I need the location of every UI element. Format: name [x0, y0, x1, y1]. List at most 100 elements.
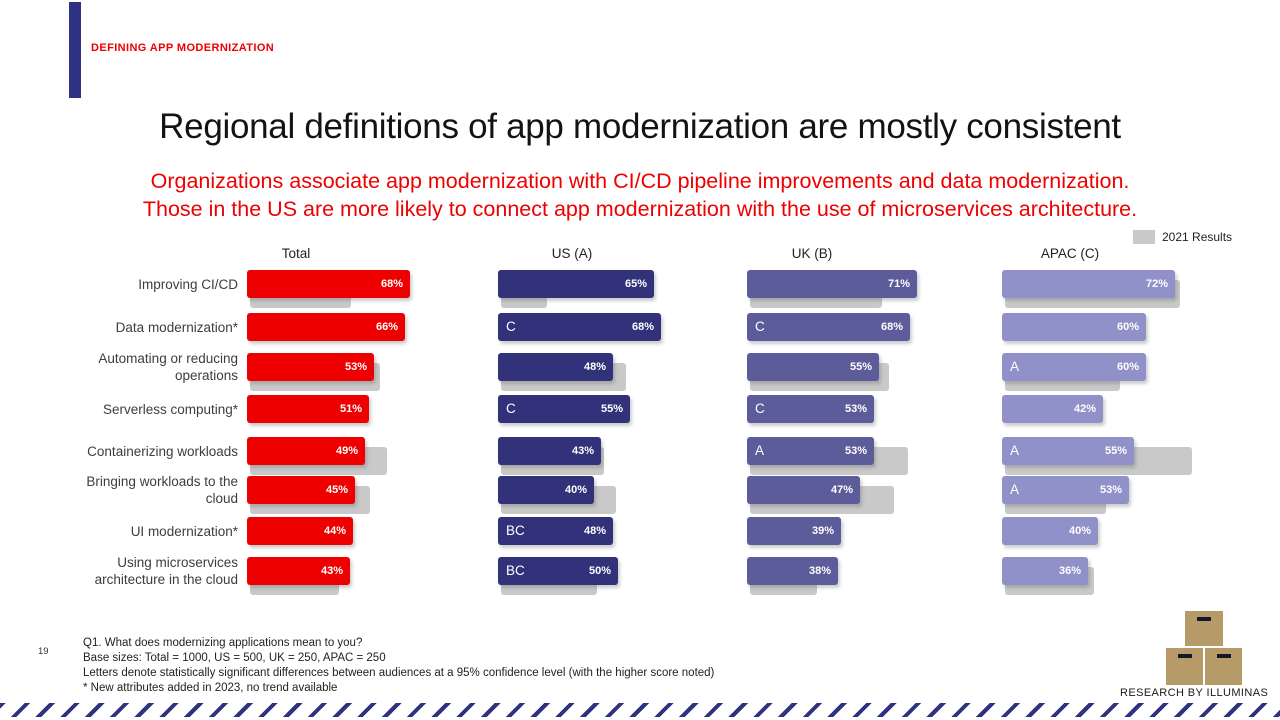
- significance-letter: C: [755, 319, 765, 334]
- bar-2023: 42%: [1002, 395, 1103, 423]
- box-dash-icon: [1177, 654, 1192, 658]
- bar-2023: 38%: [747, 557, 838, 585]
- bar-value-label: 60%: [1116, 361, 1139, 373]
- bar-2023: A 53%: [747, 437, 874, 465]
- bar-value-label: 40%: [1068, 525, 1091, 537]
- bar-value-label: 45%: [325, 484, 348, 496]
- category-label: UI modernization*: [130, 523, 238, 539]
- bar-2023: C 68%: [747, 313, 910, 341]
- bar-value-label: 65%: [624, 278, 647, 290]
- category-label: Using microservices architecture in the …: [94, 555, 238, 587]
- bar-2023: 53%: [247, 353, 374, 381]
- bar-2023: 51%: [247, 395, 369, 423]
- trend-legend: 2021 Results: [1133, 230, 1232, 244]
- category-label: Data modernization*: [115, 319, 238, 335]
- significance-letter: BC: [506, 563, 525, 578]
- box-icon-bottom-right: [1205, 648, 1242, 685]
- bar-value-label: 50%: [588, 565, 611, 577]
- footnote-question: Q1. What does modernizing applications m…: [83, 637, 363, 649]
- category-label: Containerizing workloads: [87, 443, 238, 459]
- box-dash-icon: [1197, 617, 1211, 621]
- bar-value-label: 44%: [323, 525, 346, 537]
- significance-letter: C: [506, 401, 516, 416]
- bar-2023: 55%: [747, 353, 879, 381]
- bar-value-label: 55%: [600, 403, 623, 415]
- category-label: Bringing workloads to the cloud: [86, 474, 238, 506]
- significance-letter: A: [755, 443, 765, 458]
- bar-value-label: 68%: [631, 321, 654, 333]
- significance-letter: C: [755, 401, 765, 416]
- significance-letter: BC: [506, 523, 525, 538]
- bar-2023: BC 48%: [498, 517, 613, 545]
- significance-letter: C: [506, 319, 516, 334]
- bar-value-label: 48%: [583, 361, 606, 373]
- subtitle: Organizations associate app modernizatio…: [0, 167, 1280, 223]
- box-icon-top: [1185, 611, 1223, 646]
- bar-2023: A 60%: [1002, 353, 1146, 381]
- bar-value-label: 68%: [880, 321, 903, 333]
- box-icon-bottom-left: [1166, 648, 1203, 685]
- bar-2023: 47%: [747, 476, 860, 504]
- bar-2023: 66%: [247, 313, 405, 341]
- bar-value-label: 51%: [339, 403, 362, 415]
- legend-swatch-2021: [1133, 230, 1155, 244]
- bar-2023: 40%: [1002, 517, 1098, 545]
- bar-2023: A 53%: [1002, 476, 1129, 504]
- diagonal-stripes-decoration: [0, 703, 1280, 717]
- bar-2023: 40%: [498, 476, 594, 504]
- footnote-significance: Letters denote statistically significant…: [83, 667, 715, 679]
- bar-2023: 44%: [247, 517, 353, 545]
- bar-value-label: 49%: [335, 445, 358, 457]
- bar-2023: C 53%: [747, 395, 874, 423]
- bar-value-label: 36%: [1058, 565, 1081, 577]
- bar-2023: BC 50%: [498, 557, 618, 585]
- significance-letter: A: [1010, 359, 1020, 374]
- bar-value-label: 55%: [849, 361, 872, 373]
- legend-label: 2021 Results: [1162, 230, 1233, 244]
- bar-2023: 68%: [247, 270, 410, 298]
- footnotes: Q1. What does modernizing applications m…: [83, 636, 714, 696]
- bar-2023: C 68%: [498, 313, 661, 341]
- bar-value-label: 55%: [1104, 445, 1127, 457]
- bar-value-label: 48%: [583, 525, 606, 537]
- bar-value-label: 72%: [1145, 278, 1168, 290]
- bar-2023: 65%: [498, 270, 654, 298]
- bar-2023: 45%: [247, 476, 355, 504]
- bar-value-label: 53%: [844, 445, 867, 457]
- bar-value-label: 53%: [1099, 484, 1122, 496]
- footnote-new-attributes: * New attributes added in 2023, no trend…: [83, 682, 338, 694]
- box-dash-icon: [1216, 654, 1231, 658]
- category-label: Improving CI/CD: [138, 276, 238, 292]
- bar-value-label: 53%: [344, 361, 367, 373]
- category-label: Serverless computing*: [102, 401, 238, 417]
- column-header: US (A): [551, 246, 593, 261]
- subtitle-line-1: Organizations associate app modernizatio…: [150, 169, 1130, 193]
- category-label: Automating or reducing operations: [98, 351, 238, 383]
- column-header: UK (B): [791, 246, 833, 261]
- significance-letter: A: [1010, 482, 1020, 497]
- bar-2023: 72%: [1002, 270, 1175, 298]
- significance-letter: A: [1010, 443, 1020, 458]
- column-header: Total: [281, 246, 311, 261]
- bar-2023: 71%: [747, 270, 917, 298]
- bar-value-label: 60%: [1116, 321, 1139, 333]
- bar-2023: 49%: [247, 437, 365, 465]
- bar-value-label: 39%: [811, 525, 834, 537]
- column-header: APAC (C): [1040, 246, 1100, 261]
- bar-2023: A 55%: [1002, 437, 1134, 465]
- bar-value-label: 47%: [830, 484, 853, 496]
- bar-2023: 60%: [1002, 313, 1146, 341]
- page-number: 19: [38, 646, 49, 657]
- bar-2023: 43%: [247, 557, 350, 585]
- bar-value-label: 71%: [887, 278, 910, 290]
- bar-value-label: 43%: [571, 445, 594, 457]
- page-title: Regional definitions of app modernizatio…: [159, 107, 1121, 146]
- bar-value-label: 40%: [564, 484, 587, 496]
- bar-value-label: 42%: [1073, 403, 1096, 415]
- bar-2023: 36%: [1002, 557, 1088, 585]
- boxes-icon: [1165, 611, 1242, 686]
- bar-value-label: 68%: [380, 278, 403, 290]
- bar-2023: 48%: [498, 353, 613, 381]
